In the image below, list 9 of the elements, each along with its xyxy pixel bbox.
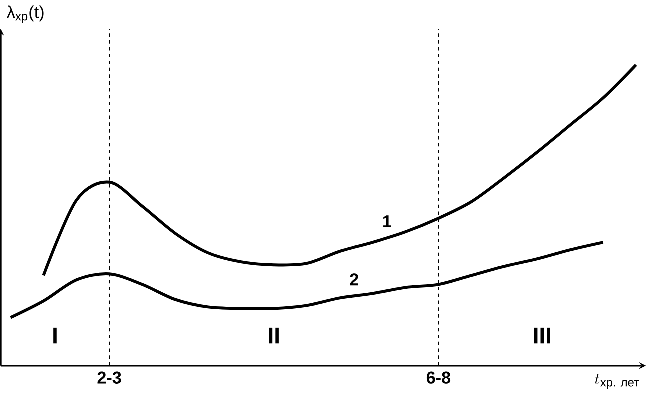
y-axis-title: λ$_{хр}$(t): [6, 6, 44, 24]
annotation: III: [534, 328, 550, 344]
annotation: I: [54, 328, 57, 344]
x-tick-label: 6-8: [426, 372, 451, 384]
x-axis-title: $t_{\text{хр. лет}}$: [594, 374, 640, 390]
annotation: II: [269, 328, 279, 344]
series-label: 1: [384, 216, 392, 228]
series-label: 2: [350, 274, 358, 286]
x-tick-label: 2-3: [98, 372, 122, 384]
